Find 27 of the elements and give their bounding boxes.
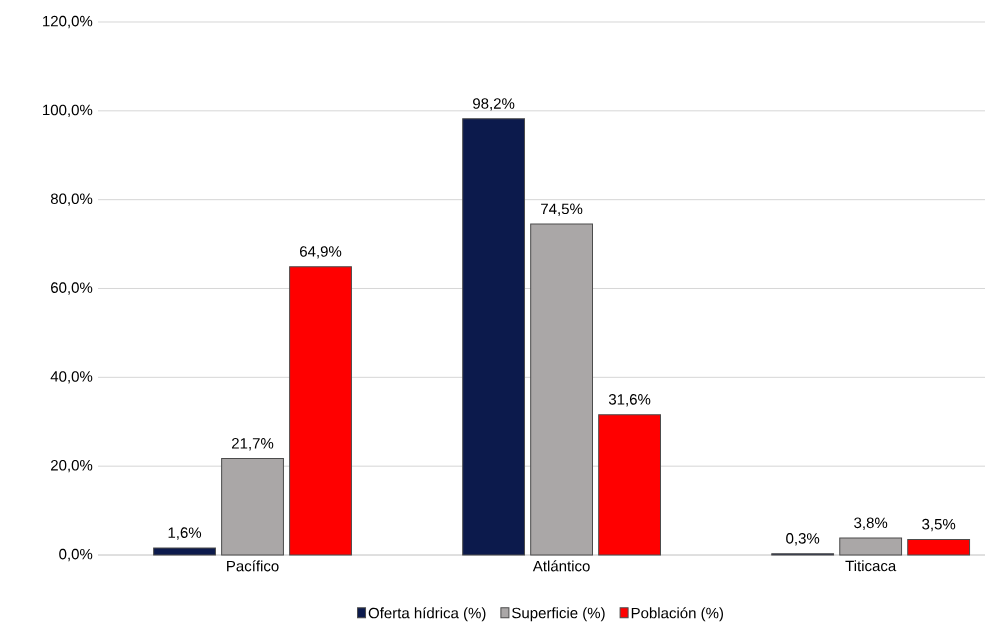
x-tick-label: Pacífico bbox=[227, 560, 279, 572]
data-label: 3,8% bbox=[854, 517, 888, 530]
data-label: 1,6% bbox=[168, 527, 202, 540]
bar bbox=[153, 547, 216, 556]
x-tick-label: Titicaca bbox=[845, 560, 897, 572]
bar bbox=[598, 414, 661, 556]
data-label: 64,9% bbox=[300, 246, 342, 259]
legend-label: Población (%) bbox=[631, 607, 724, 622]
bar bbox=[289, 266, 352, 556]
data-label: 98,2% bbox=[473, 98, 515, 111]
y-tick-label: 40,0% bbox=[50, 371, 93, 384]
data-label: 21,7% bbox=[232, 438, 274, 451]
y-tick-label: 100,0% bbox=[43, 104, 93, 118]
y-tick-label: 120,0% bbox=[43, 15, 93, 29]
data-label: 74,5% bbox=[541, 203, 583, 216]
data-label: 3,5% bbox=[922, 518, 956, 532]
x-tick-label: Atlántico bbox=[532, 560, 590, 572]
y-tick-label: 20,0% bbox=[51, 459, 93, 473]
data-label: 0,3% bbox=[786, 533, 820, 546]
y-tick-label: 0,0% bbox=[59, 548, 93, 562]
bar bbox=[462, 118, 526, 556]
y-tick-label: 60,0% bbox=[51, 282, 93, 295]
bar bbox=[907, 538, 971, 556]
data-label: 31,6% bbox=[608, 394, 651, 407]
legend-label: Oferta hídrica (%) bbox=[368, 607, 486, 622]
legend-label: Superficie (%) bbox=[512, 607, 605, 622]
y-tick-label: 80,0% bbox=[50, 193, 93, 206]
